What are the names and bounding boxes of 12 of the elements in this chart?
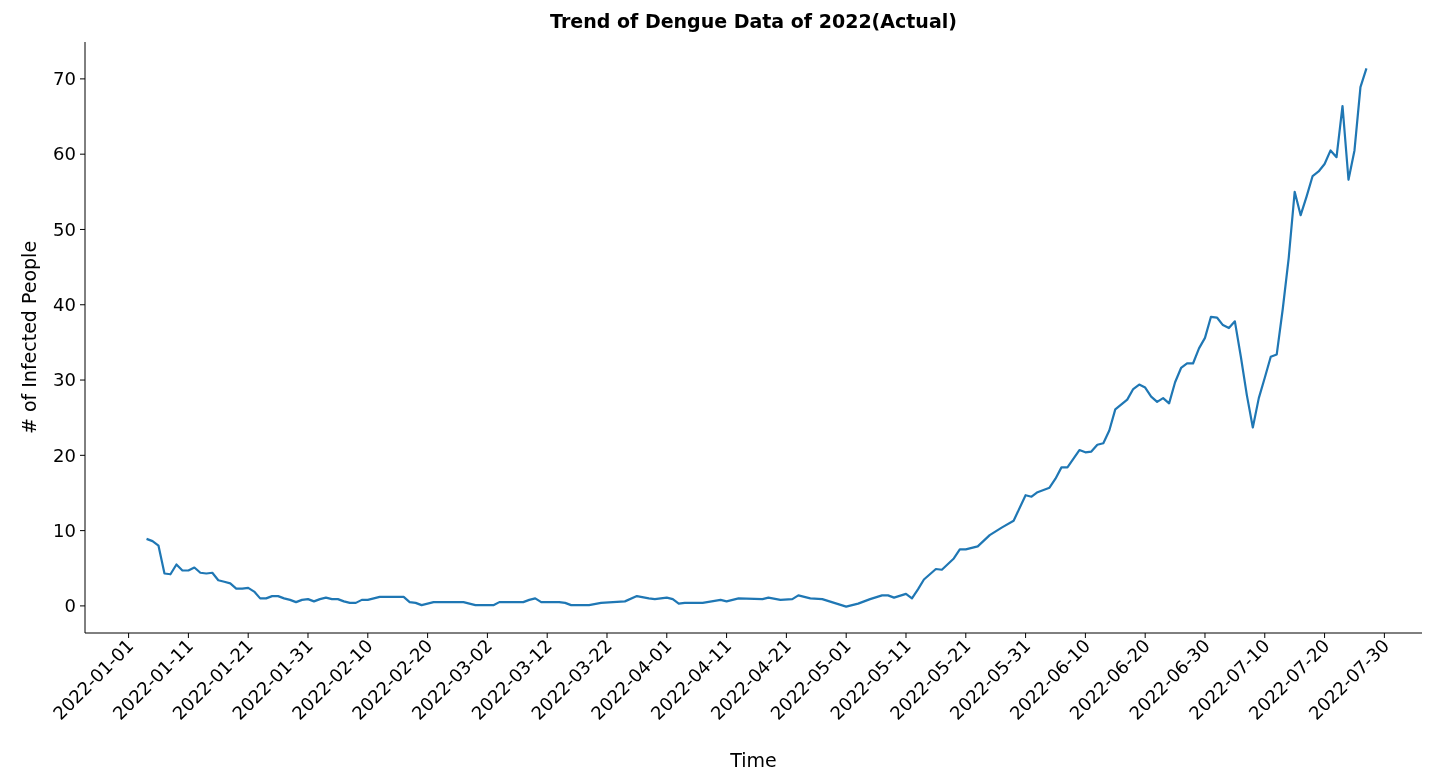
y-tick-label: 10 [53, 519, 76, 541]
x-axis-title: Time [729, 749, 777, 771]
chart-title: Trend of Dengue Data of 2022(Actual) [550, 10, 957, 32]
y-tick-label: 60 [53, 143, 76, 165]
y-tick-label: 50 [53, 218, 76, 240]
y-axis-title: # of Infected People [18, 240, 40, 435]
y-tick-label: 40 [53, 294, 76, 316]
line-series [145, 67, 1368, 608]
y-tick-label: 20 [53, 444, 76, 466]
y-tick-label: 70 [53, 68, 76, 90]
y-tick-label: 0 [64, 595, 76, 617]
y-tick-label: 30 [53, 369, 76, 391]
